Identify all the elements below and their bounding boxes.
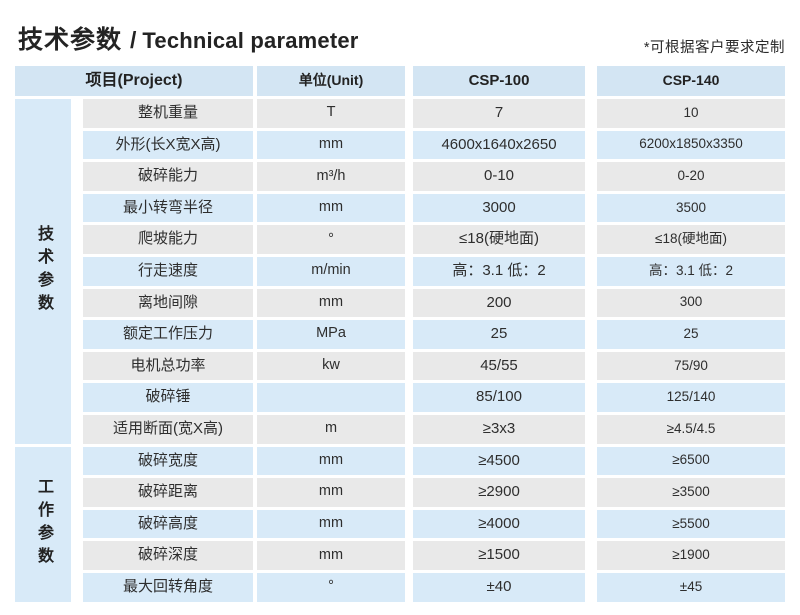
row-value-csp100: ≥4000	[413, 509, 585, 539]
row-unit: mm	[257, 130, 405, 160]
row-unit: mm	[257, 446, 405, 476]
row-unit: mm	[257, 541, 405, 570]
row-unit: T	[257, 99, 405, 128]
row-value-csp100: 4600x1640x2650	[413, 130, 585, 160]
row-unit: m/min	[257, 256, 405, 286]
page-title-chinese: 技术参数	[18, 26, 123, 54]
row-unit: mm	[257, 509, 405, 539]
row-unit: m	[257, 414, 405, 444]
row-unit: °	[257, 225, 405, 254]
row-value-csp100: 7	[413, 99, 585, 128]
row-value-csp140: 0-20	[597, 162, 785, 191]
row-value-csp100: 45/55	[413, 351, 585, 381]
row-value-csp140: 10	[597, 99, 785, 128]
section-label-technical-parameters: 技术参数	[15, 99, 71, 444]
row-project-label: 爬坡能力	[83, 225, 253, 254]
row-value-csp140: ≤18(硬地面)	[597, 225, 785, 254]
table-header-csp140: CSP-140	[597, 66, 785, 96]
row-unit: m³/h	[257, 162, 405, 191]
row-value-csp100: 85/100	[413, 383, 585, 412]
row-value-csp140: ≥4.5/4.5	[597, 414, 785, 444]
row-value-csp140: ≥6500	[597, 446, 785, 476]
row-project-label: 破碎距离	[83, 478, 253, 507]
row-unit: mm	[257, 478, 405, 507]
row-project-label: 最小转弯半径	[83, 193, 253, 223]
row-value-csp140: ≥5500	[597, 509, 785, 539]
table-header-project: 项目(Project)	[15, 66, 253, 96]
row-value-csp100: 200	[413, 288, 585, 318]
row-project-label: 破碎宽度	[83, 446, 253, 476]
row-project-label: 破碎深度	[83, 541, 253, 570]
row-value-csp140: 300	[597, 288, 785, 318]
row-value-csp140: 75/90	[597, 351, 785, 381]
row-project-label: 行走速度	[83, 256, 253, 286]
row-value-csp100: 0-10	[413, 162, 585, 191]
row-value-csp100: ≤18(硬地面)	[413, 225, 585, 254]
page-title: 技术参数 / Technical parameter	[18, 20, 359, 56]
row-value-csp140: ±45	[597, 572, 785, 602]
row-unit	[257, 383, 405, 412]
title-separator: /	[130, 27, 137, 53]
row-value-csp100: 高：3.1 低：2	[413, 256, 585, 286]
customization-note: *可根据客户要求定制	[643, 40, 785, 56]
row-project-label: 离地间隙	[83, 288, 253, 318]
row-value-csp140: ≥1900	[597, 541, 785, 570]
table-header-csp100: CSP-100	[413, 66, 585, 96]
page-title-english: Technical parameter	[142, 28, 359, 53]
row-unit: °	[257, 572, 405, 602]
row-value-csp100: ±40	[413, 572, 585, 602]
row-project-label: 电机总功率	[83, 351, 253, 381]
row-project-label: 适用断面(宽X高)	[83, 414, 253, 444]
row-value-csp100: ≥4500	[413, 446, 585, 476]
row-value-csp100: ≥1500	[413, 541, 585, 570]
row-value-csp140: 6200x1850x3350	[597, 130, 785, 160]
row-project-label: 破碎能力	[83, 162, 253, 191]
row-project-label: 破碎锤	[83, 383, 253, 412]
row-unit: kw	[257, 351, 405, 381]
row-project-label: 整机重量	[83, 99, 253, 128]
section-label-working-parameters: 工作参数	[15, 446, 71, 602]
row-value-csp140: 125/140	[597, 383, 785, 412]
row-value-csp140: ≥3500	[597, 478, 785, 507]
row-value-csp100: 25	[413, 320, 585, 349]
row-value-csp140: 3500	[597, 193, 785, 223]
row-unit: MPa	[257, 320, 405, 349]
row-value-csp100: 3000	[413, 193, 585, 223]
row-value-csp140: 25	[597, 320, 785, 349]
row-project-label: 最大回转角度	[83, 572, 253, 602]
row-value-csp140: 高：3.1 低：2	[597, 256, 785, 286]
row-project-label: 外形(长X宽X高)	[83, 130, 253, 160]
row-value-csp100: ≥3x3	[413, 414, 585, 444]
table-header-unit: 单位(Unit)	[257, 66, 405, 96]
row-project-label: 额定工作压力	[83, 320, 253, 349]
row-project-label: 破碎高度	[83, 509, 253, 539]
row-value-csp100: ≥2900	[413, 478, 585, 507]
row-unit: mm	[257, 193, 405, 223]
spec-table: 项目(Project) 单位(Unit) CSP-100 CSP-140 技术参…	[15, 66, 785, 602]
row-unit: mm	[257, 288, 405, 318]
